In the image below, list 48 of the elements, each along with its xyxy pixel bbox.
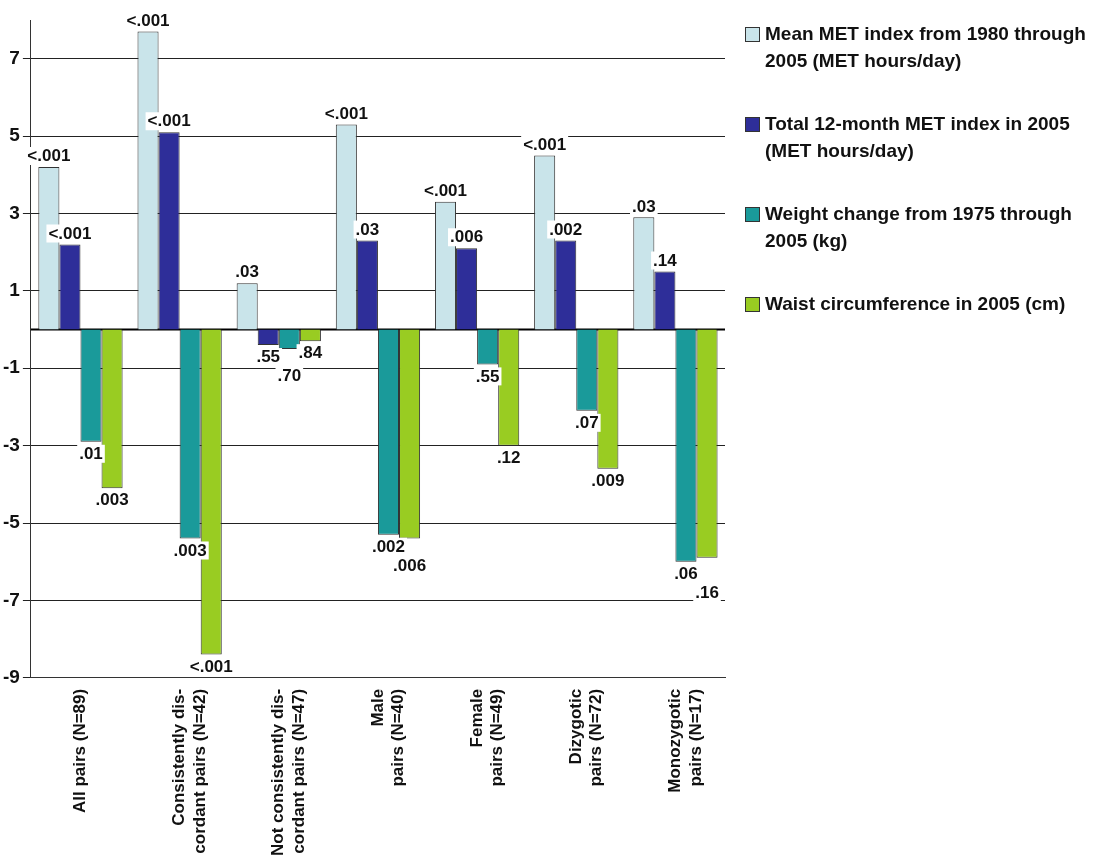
annotation: .009: [591, 471, 625, 491]
legend-label: Mean MET index from 1980 through 2005 (MET hours/day): [765, 22, 1087, 73]
annotation: .002: [549, 219, 583, 239]
y-tick-label: 3: [9, 201, 20, 223]
x-tick-label: Monozygotic pairs (N=17): [665, 688, 705, 793]
legend-label: Total 12-month MET index in 2005 (MET hours/day): [765, 112, 1071, 163]
annotation: .84: [298, 343, 323, 363]
annotation: <.001: [423, 181, 468, 201]
y-tick-label: -7: [2, 588, 20, 610]
annotation: .55: [475, 366, 500, 386]
annotation: <.001: [523, 134, 567, 154]
x-tick-label: Male pairs (N=40): [367, 688, 408, 787]
annotation: .006: [450, 227, 484, 247]
y-tick-label: -9: [2, 666, 20, 688]
annotation: .003: [95, 490, 129, 510]
y-tick-label: -3: [2, 433, 20, 455]
annotation: <.001: [48, 223, 92, 243]
annotation: .03: [355, 219, 380, 239]
x-tick-label: Not consistently dis- cordant pairs (N=47): [268, 688, 308, 856]
annotation: <.001: [189, 656, 233, 676]
x-tick-label: Dizygotic pairs (N=72): [565, 688, 606, 787]
annotation: <.001: [324, 103, 368, 123]
x-tick-label: Consistently dis- cordant pairs (N=42): [169, 688, 209, 854]
annotation: .07: [574, 413, 599, 433]
y-tick-label: -1: [2, 356, 21, 378]
annotation: .03: [631, 196, 656, 216]
annotation: <.001: [27, 146, 71, 166]
annotation: .06: [674, 563, 698, 583]
x-tick-label: Female pairs (N=49): [466, 688, 507, 787]
annotation: .002: [371, 536, 406, 556]
y-tick-label: -5: [2, 511, 21, 533]
y-tick-label: 7: [9, 46, 20, 68]
annotation: <.001: [147, 111, 191, 131]
legend-label: Weight change from 1975 through 2005 (kg): [765, 202, 1073, 253]
annotation: .01: [79, 443, 103, 463]
annotation: .55: [256, 347, 281, 367]
annotation: <.001: [126, 10, 170, 30]
annotation: .006: [393, 555, 427, 575]
annotation: .14: [653, 250, 678, 270]
y-tick-label: 5: [9, 124, 21, 146]
legend-label: Waist circumference in 2005 (cm): [765, 292, 1066, 316]
annotation: .03: [235, 262, 259, 282]
x-tick-label: All pairs (N=89): [70, 688, 90, 814]
annotation: .12: [496, 447, 521, 467]
annotation: .003: [173, 540, 207, 560]
annotation: .16: [695, 582, 719, 602]
y-tick-label: 1: [9, 279, 21, 301]
annotation: .70: [277, 366, 302, 386]
